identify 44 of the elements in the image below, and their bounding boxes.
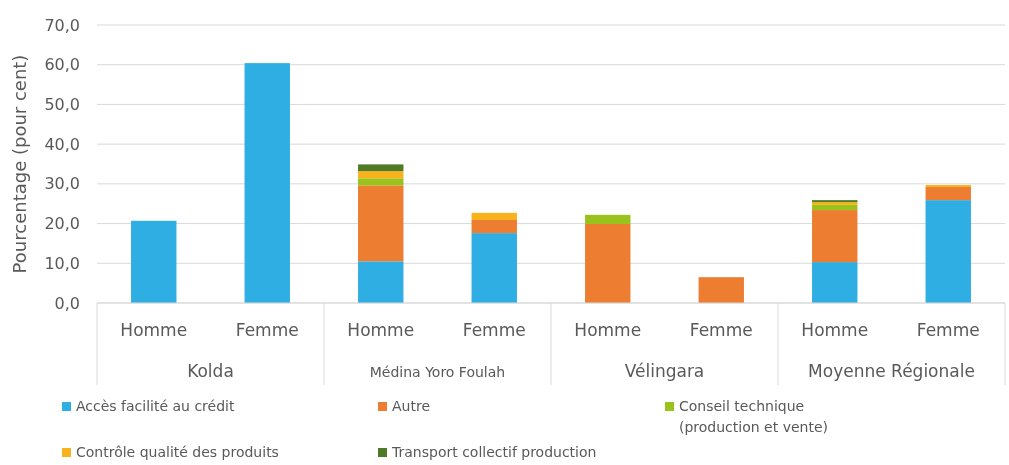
- x-tick-label: Femme: [462, 320, 526, 340]
- bar: [812, 204, 858, 211]
- bar: [585, 223, 631, 303]
- y-tick-label: 0,0: [54, 293, 80, 313]
- y-tick-label: 70,0: [44, 15, 80, 35]
- legend-label: Accès facilité au crédit: [76, 398, 235, 414]
- legend-label: Contrôle qualité des produits: [76, 444, 279, 460]
- bar: [358, 185, 404, 262]
- legend-label: Conseil technique (production et vente): [679, 398, 828, 435]
- text: Médina Yoro Foulah: [369, 364, 506, 380]
- x-tick-label: Femme: [235, 320, 299, 340]
- bar: [131, 220, 177, 303]
- x-tick-label: Homme: [347, 320, 415, 340]
- x-tick-label: Femme: [916, 320, 980, 340]
- y-tick-label: 20,0: [44, 214, 80, 234]
- bar: [812, 262, 858, 303]
- text: Moyenne Régionale: [808, 361, 975, 381]
- bar: [358, 164, 404, 172]
- bar: [244, 63, 290, 303]
- y-tick-label: 10,0: [44, 253, 80, 273]
- x-tick-label: Homme: [120, 320, 188, 340]
- legend-label: Transport collectif production: [391, 444, 597, 460]
- x-tick-label: Homme: [574, 320, 642, 340]
- y-axis-title: Pourcentage (pour cent): [9, 54, 30, 274]
- y-tick-label: 30,0: [44, 174, 80, 194]
- y-tick-label: 40,0: [44, 134, 80, 154]
- bar: [925, 200, 971, 303]
- bar: [585, 214, 631, 224]
- bar: [471, 233, 517, 303]
- x-tick-label: Homme: [801, 320, 869, 340]
- bar: [471, 220, 517, 234]
- y-tick-label: 50,0: [44, 95, 80, 115]
- bar: [698, 277, 744, 303]
- bar: [358, 171, 404, 179]
- legend-label: Autre: [392, 398, 431, 414]
- x-tick-label: Femme: [689, 320, 753, 340]
- bar: [925, 187, 971, 201]
- text: Kolda: [187, 361, 234, 381]
- text: Vélingara: [624, 361, 705, 381]
- bar: [358, 261, 404, 303]
- bar: [812, 210, 858, 263]
- bar: [471, 212, 517, 220]
- y-tick-label: 60,0: [44, 55, 80, 75]
- bar: [358, 178, 404, 186]
